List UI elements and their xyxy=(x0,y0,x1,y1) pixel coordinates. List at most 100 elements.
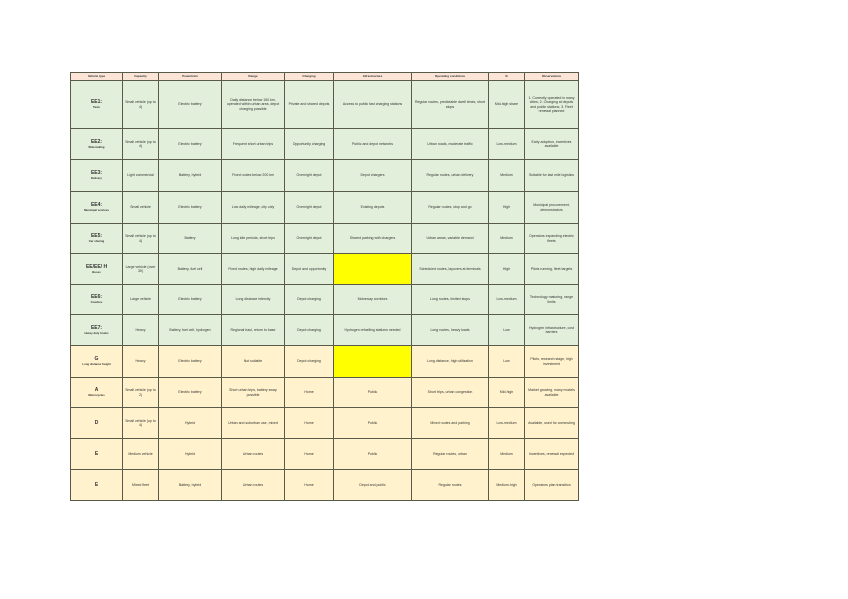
row-label-cell: EE6: Coaches xyxy=(70,284,123,315)
table-cell: High xyxy=(488,191,525,224)
row-label-cell: G Long distance freight xyxy=(70,345,123,378)
table-cell: Depot chargers xyxy=(333,159,412,192)
table-cell: Low-medium xyxy=(488,284,525,315)
table-row: D Small vehicle (up to 4) Hybrid Urban and … xyxy=(70,407,579,439)
table-cell: Incentives, renewal expected xyxy=(524,438,579,470)
column-header: Observations xyxy=(524,72,579,81)
table-cell: Electric battery xyxy=(158,80,222,129)
row-sublabel: Ride-hailing xyxy=(88,144,105,149)
table-cell: Frequent short urban trips xyxy=(221,128,285,160)
table-cell: Pilots, research stage, high investment xyxy=(524,345,579,378)
table-cell: Medium vehicle xyxy=(122,438,159,470)
table-cell: Overnight depot xyxy=(284,223,334,254)
table-cell: Private and shared depots xyxy=(284,80,334,129)
table-cell: Depot charging xyxy=(284,314,334,346)
row-label: EE5: xyxy=(90,233,103,240)
table-row: EE2: Ride-hailing Small vehicle (up to 4) E… xyxy=(70,128,579,160)
table-cell: Small vehicle (up to 4) xyxy=(122,223,159,254)
table-cell: Medium-high xyxy=(488,469,525,501)
column-header: Operating conditions xyxy=(411,72,489,81)
row-label: EE3: xyxy=(90,170,103,177)
row-label: EE2: xyxy=(90,138,103,145)
table-cell: Mid-high share xyxy=(488,80,525,129)
table-cell: Home xyxy=(284,377,334,408)
table-cell: Urban routes xyxy=(221,438,285,470)
table-cell: Hydrogen infrastructure, cost barriers xyxy=(524,314,579,346)
row-label-cell: EE1: Taxis xyxy=(70,80,123,129)
table-cell: Light commercial xyxy=(122,159,159,192)
table-cell: Heavy xyxy=(122,345,159,378)
table-cell: Public and depot networks xyxy=(333,128,412,160)
table-row: E Mixed fleet Battery, hybrid Urban routes H… xyxy=(70,469,579,501)
table-cell: Long distance, high utilisation xyxy=(411,345,489,378)
row-sublabel: Delivery xyxy=(91,176,102,181)
row-sublabel: Heavy duty trucks xyxy=(84,330,109,335)
table-cell: Mixed routes and parking xyxy=(411,407,489,439)
row-label: D xyxy=(94,420,99,426)
row-label-cell: D xyxy=(70,407,123,439)
table-cell: Opportunity charging xyxy=(284,128,334,160)
table-cell: Depot and public xyxy=(333,469,412,501)
table-row: A Motorcycles Small vehicle (up to 2) Elect… xyxy=(70,377,579,408)
table-cell: Urban areas, variable demand xyxy=(411,223,489,254)
table-cell: Daily distance below 150 km, operated wi… xyxy=(221,80,285,129)
table-cell: Mixed fleet xyxy=(122,469,159,501)
table-cell: Depot and opportunity xyxy=(284,253,334,285)
table-cell: Mid-high xyxy=(488,377,525,408)
table-cell: Urban and suburban use, mixed xyxy=(221,407,285,439)
table-cell: Heavy xyxy=(122,314,159,346)
table-cell: High xyxy=(488,253,525,285)
table-cell: Battery xyxy=(158,223,222,254)
table-cell: Technology maturing, range limits xyxy=(524,284,579,315)
table-cell xyxy=(333,345,412,378)
table-cell: Hydrogen refuelling stations needed xyxy=(333,314,412,346)
row-label: EE/EE/ H xyxy=(85,263,108,270)
row-label: EE6: xyxy=(90,294,103,301)
table-cell: 1. Currently operated in many cities; 2.… xyxy=(524,80,579,129)
table-cell: Low daily mileage, city only xyxy=(221,191,285,224)
table-cell: Electric battery xyxy=(158,128,222,160)
row-sublabel: Long distance freight xyxy=(82,362,111,367)
table-cell: Regular routes, stop and go xyxy=(411,191,489,224)
table-cell: Low xyxy=(488,345,525,378)
table-cell: Long idle periods, short trips xyxy=(221,223,285,254)
header-row: Vehicle type Capacity Powertrain Range Charg… xyxy=(70,72,579,81)
table-cell: Existing depots xyxy=(333,191,412,224)
row-sublabel: Municipal services xyxy=(84,208,109,213)
table-cell: Low-medium xyxy=(488,128,525,160)
table-cell: Small vehicle (up to 2) xyxy=(122,377,159,408)
table-cell: Suitable for last mile logistics xyxy=(524,159,579,192)
table-cell: Long routes, heavy loads xyxy=(411,314,489,346)
table-cell: Operators plan transition xyxy=(524,469,579,501)
table-cell: Regular routes xyxy=(411,469,489,501)
row-label-cell: EE/EE/ H Buses xyxy=(70,253,123,285)
table-cell: Regular routes, urban delivery xyxy=(411,159,489,192)
table-cell: Hybrid xyxy=(158,407,222,439)
table-cell: Urban routes xyxy=(221,469,285,501)
table-cell: Municipal procurement, demonstrators xyxy=(524,191,579,224)
column-header: Capacity xyxy=(122,72,159,81)
table-cell: Overnight depot xyxy=(284,159,334,192)
row-label-cell: EE4: Municipal services xyxy=(70,191,123,224)
table-cell: Fixed routes below 200 km xyxy=(221,159,285,192)
table-cell: Battery, fuel cell, hydrogen xyxy=(158,314,222,346)
table-cell: Shared parking with chargers xyxy=(333,223,412,254)
table-cell: Market growing, many models available xyxy=(524,377,579,408)
row-sublabel: Coaches xyxy=(90,300,103,305)
table-cell: Home xyxy=(284,407,334,439)
row-label: EE4: xyxy=(90,202,103,209)
table-cell: Pilots running, fleet targets xyxy=(524,253,579,285)
table-cell: Access to public fast charging stations xyxy=(333,80,412,129)
table-cell: Available, used for commuting xyxy=(524,407,579,439)
table-cell: Regular routes, predictable dwell times,… xyxy=(411,80,489,129)
table-row: EE3: Delivery Light commercial Battery, hyb… xyxy=(70,159,579,192)
column-header: Range xyxy=(221,72,285,81)
table-cell: Motorway corridors xyxy=(333,284,412,315)
table-cell xyxy=(333,253,412,285)
table-cell: Battery, hybrid xyxy=(158,469,222,501)
row-label-cell: EE5: Car sharing xyxy=(70,223,123,254)
row-label: EE1: xyxy=(90,99,103,106)
table-cell: Operators expanding electric fleets xyxy=(524,223,579,254)
row-label: E xyxy=(94,482,99,488)
table-row: EE1: Taxis Small vehicle (up to 4) Electric… xyxy=(70,80,579,129)
